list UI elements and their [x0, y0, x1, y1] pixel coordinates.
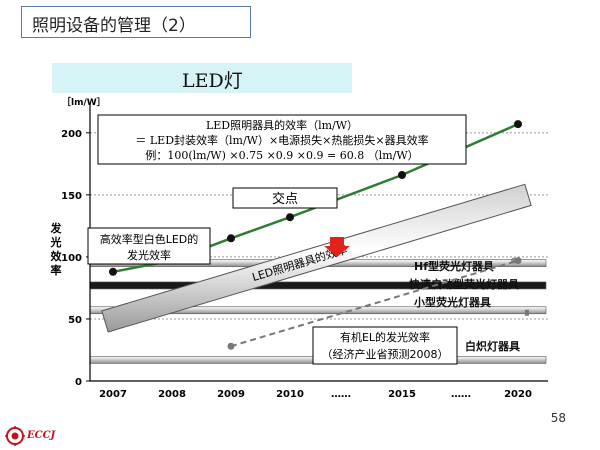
series-1-point-1	[514, 257, 522, 265]
eccj-logo-icon	[5, 426, 25, 446]
formula-box	[97, 114, 467, 165]
x-tick-label-4: ……	[331, 389, 351, 400]
slide-subtitle: LED灯	[182, 70, 243, 92]
series-0-point-2	[227, 234, 235, 243]
white-led-label-line2: 发光效率	[127, 248, 171, 262]
band-label-1: 快速启动型荧光灯器具	[408, 277, 519, 291]
y-tick-label-100: 100	[61, 253, 82, 264]
white-led-label-box	[87, 227, 211, 265]
y-tick-label-50: 50	[68, 315, 82, 326]
small-lamp-marker	[525, 309, 529, 316]
intersection-label: 交点	[272, 191, 298, 207]
series-0-point-0	[109, 267, 117, 276]
subtitle-banner: LED灯	[52, 63, 352, 93]
band-label-2: 小型荧光灯器具	[413, 295, 491, 309]
series-0-point-3	[286, 213, 294, 222]
y-axis-label-char-2: 效	[51, 249, 63, 263]
formula-line: ＝ LED封装效率（lm/W）×电源损失×热能损失×器具效率	[135, 133, 428, 147]
slide-title-box: 照明设备的管理（2）	[21, 6, 251, 38]
page-number: 58	[550, 411, 566, 425]
x-tick-label-5: 2015	[388, 389, 416, 400]
x-tick-label-6: ……	[451, 389, 471, 400]
y-tick-label-200: 200	[61, 129, 82, 140]
logo-text: ECCJ	[27, 430, 56, 441]
y-axis-label-char-1: 光	[50, 235, 62, 249]
x-tick-label-3: 2010	[276, 389, 304, 400]
oled-label-line2: （经济产业省预测2008）	[322, 347, 449, 361]
x-tick-label-1: 2008	[158, 389, 186, 400]
formula-example: 例：100(lm/W) ×0.75 ×0.9 ×0.9 = 60.8 （lm/W…	[145, 148, 418, 162]
led-fixture-band	[101, 183, 532, 333]
formula-title: LED照明器具的效率（lm/W）	[206, 118, 358, 132]
oled-label-line1: 有机EL的发光效率	[340, 330, 430, 344]
intersection-box	[232, 187, 338, 209]
series-1-point-0	[227, 342, 235, 350]
x-tick-label-7: 2020	[504, 389, 532, 400]
white-led-label-line1: 高效率型白色LED的	[100, 232, 199, 246]
y-axis-label-char-0: 发	[50, 221, 63, 235]
x-tick-label-2: 2009	[217, 389, 245, 400]
band-label-3: 白炽灯器具	[465, 339, 520, 353]
y-tick-label-0: 0	[75, 377, 82, 388]
y-axis-label-char-3: 率	[51, 263, 62, 277]
x-tick-label-0: 2007	[99, 389, 127, 400]
y-unit-label: ［lm/W］	[62, 96, 106, 108]
band-label-0: Hf型荧光灯器具	[414, 259, 494, 273]
series-0-point-5	[514, 120, 522, 129]
y-tick-label-150: 150	[61, 191, 82, 202]
oled-label-box	[312, 326, 458, 365]
slide-title: 照明设备的管理（2）	[32, 16, 196, 36]
series-0-point-4	[398, 171, 406, 180]
intersection-arrow-icon	[324, 237, 350, 257]
